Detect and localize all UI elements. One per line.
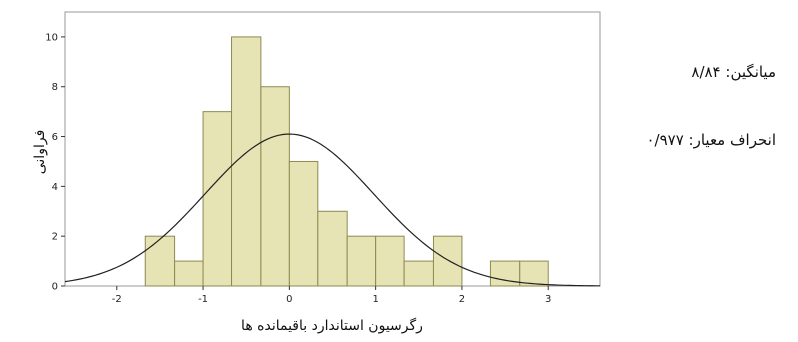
y-tick-label: 2 <box>52 232 58 243</box>
y-axis-label: فراوانی <box>32 130 48 175</box>
histogram-bar <box>174 260 204 287</box>
y-tick-label: 8 <box>52 82 58 93</box>
y-tick-label: 10 <box>45 32 58 43</box>
std-dev-value: ۰/۹۷۷ <box>646 131 684 149</box>
y-tick-label: 0 <box>52 282 58 293</box>
histogram-bar <box>432 235 463 287</box>
x-tick-label: 3 <box>545 294 551 305</box>
y-axis: 0 2 4 6 8 10 <box>45 32 65 293</box>
x-tick-label: -1 <box>198 294 208 305</box>
mean-value: ۸/۸۴ <box>691 63 721 81</box>
histogram-bar <box>288 160 319 287</box>
y-tick-label: 4 <box>52 182 58 193</box>
histogram-bar <box>260 86 290 287</box>
std-dev-label: انحراف معیار: <box>688 131 776 149</box>
mean-stat: میانگین: ۸/۸۴ <box>691 63 776 81</box>
x-axis-label: رگرسیون استاندارد باقیمانده ها <box>241 317 423 334</box>
histogram-bar <box>519 260 549 287</box>
y-tick-label: 6 <box>52 132 58 143</box>
x-tick-label: 2 <box>459 294 465 305</box>
std-dev-stat: انحراف معیار: ۰/۹۷۷ <box>646 131 776 149</box>
histogram-bar <box>317 210 348 287</box>
x-tick-label: 1 <box>372 294 378 305</box>
normal-curve <box>64 133 601 287</box>
histogram-bar <box>375 235 405 287</box>
x-axis: -2 -1 0 1 2 3 <box>112 286 551 305</box>
histogram-bar <box>403 260 434 287</box>
x-tick-label: -2 <box>112 294 122 305</box>
histogram-bar <box>346 235 377 287</box>
x-tick-label: 0 <box>286 294 292 305</box>
mean-label: میانگین: <box>725 63 776 81</box>
histogram-bar <box>144 235 176 287</box>
histogram-bar <box>202 111 233 287</box>
bars-group <box>144 36 549 287</box>
